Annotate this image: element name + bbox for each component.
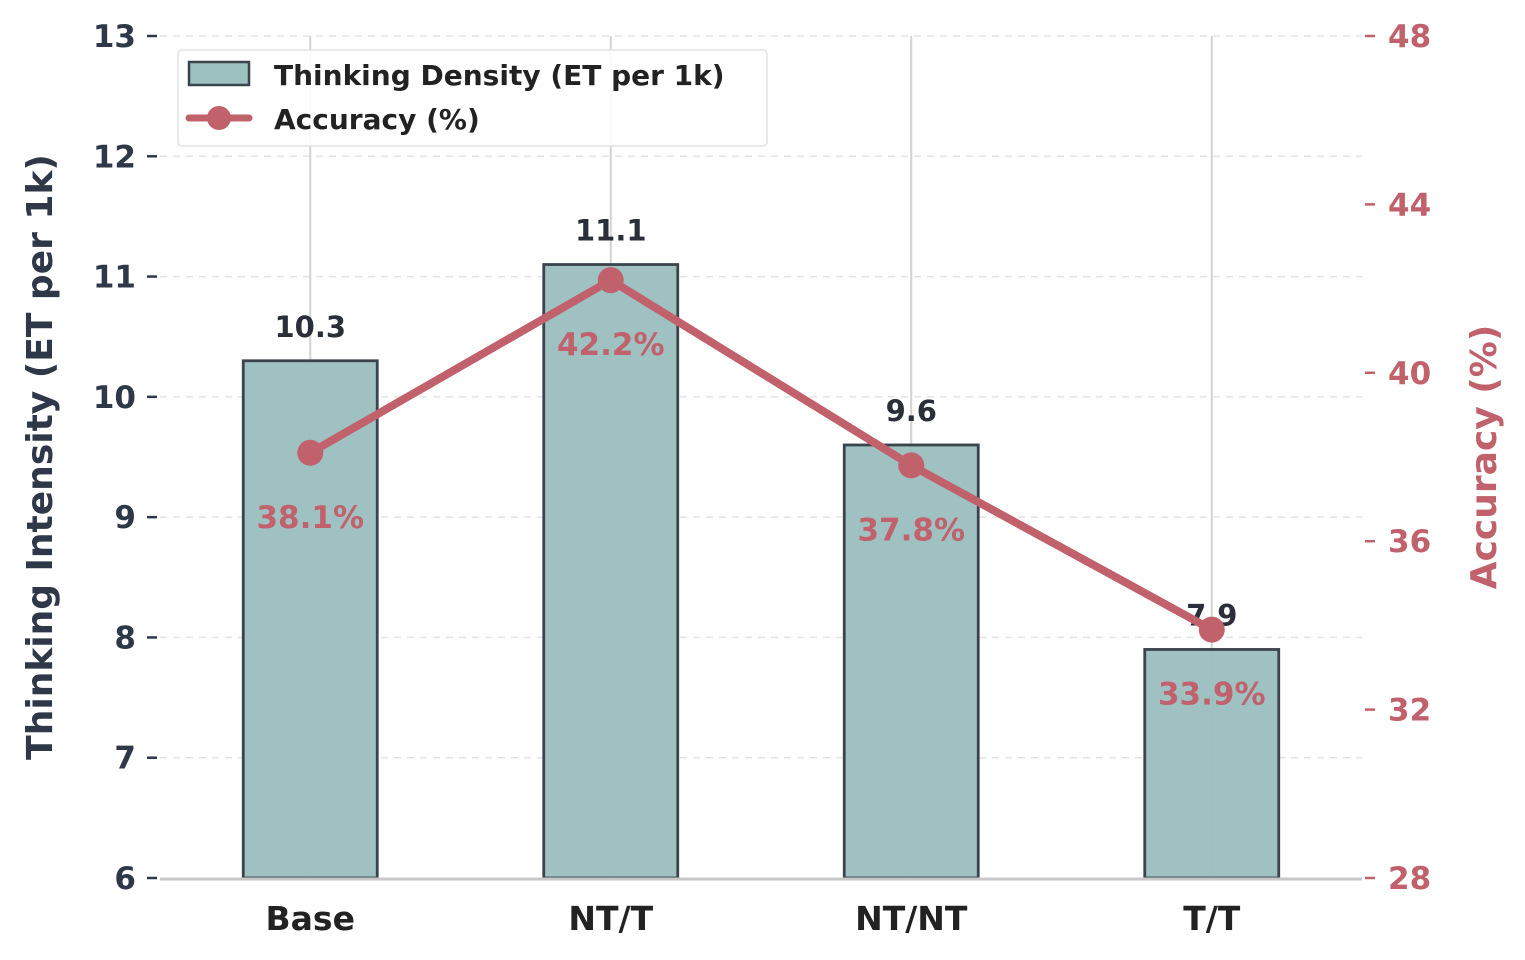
accuracy-point bbox=[1198, 616, 1225, 643]
accuracy-value-label: 33.9% bbox=[1158, 677, 1266, 713]
y-tick-label-left: 12 bbox=[93, 139, 136, 175]
bar-value-label: 9.6 bbox=[886, 394, 937, 428]
accuracy-value-label: 42.2% bbox=[557, 327, 665, 363]
x-tick-label: NT/NT bbox=[855, 899, 968, 938]
y-tick-label-left: 6 bbox=[114, 861, 136, 897]
bar-value-label: 10.3 bbox=[274, 310, 346, 344]
data-labels: 10.311.19.67.938.1%42.2%37.8%33.9% bbox=[256, 214, 1265, 713]
legend-box bbox=[177, 49, 768, 147]
bar-nt-t bbox=[542, 263, 680, 880]
y-axis-title-left: Thinking Intensity (ET per 1k) bbox=[20, 154, 61, 760]
bars bbox=[241, 263, 1281, 880]
y-tick-label-right: 48 bbox=[1388, 19, 1431, 55]
accuracy-point bbox=[597, 267, 624, 294]
legend: Thinking Density (ET per 1k) Accuracy (%… bbox=[177, 49, 768, 147]
accuracy-point bbox=[898, 452, 925, 479]
y-tick-label-left: 13 bbox=[93, 19, 136, 55]
y-tick-label-right: 32 bbox=[1388, 693, 1431, 729]
x-tick-label: T/T bbox=[1183, 899, 1241, 938]
y-tick-label-left: 10 bbox=[93, 380, 136, 416]
bar-base bbox=[241, 359, 379, 880]
legend-label-thinking-density: Thinking Density (ET per 1k) bbox=[274, 59, 725, 92]
y-tick-label-right: 36 bbox=[1388, 524, 1431, 560]
y-tick-label-left: 11 bbox=[93, 260, 136, 296]
y-tick-label-left: 7 bbox=[114, 741, 136, 777]
accuracy-value-label: 37.8% bbox=[857, 512, 965, 548]
accuracy-value-label: 38.1% bbox=[256, 500, 364, 536]
axes: 6 7 8 9 10 11 12 13 28 32 36 40 44 48 Base NT/T NT/NT T/T bbox=[93, 19, 1431, 938]
y-tick-label-left: 9 bbox=[114, 500, 136, 536]
x-tick-label: Base bbox=[266, 899, 355, 938]
bar-value-label: 11.1 bbox=[575, 214, 647, 248]
x-tick-label: NT/T bbox=[568, 899, 653, 938]
y-tick-label-left: 8 bbox=[114, 620, 136, 656]
accuracy-series-line bbox=[306, 276, 1216, 634]
y-tick-label-right: 44 bbox=[1388, 187, 1431, 223]
accuracy-line bbox=[297, 267, 1225, 643]
accuracy-point bbox=[297, 439, 324, 466]
bar-nt-nt bbox=[842, 443, 980, 880]
bar-t-t bbox=[1143, 648, 1281, 880]
legend-marker-swatch bbox=[207, 106, 231, 130]
y-axis-title-right: Accuracy (%) bbox=[1464, 325, 1505, 590]
y-tick-label-right: 40 bbox=[1388, 356, 1431, 392]
legend-bar-swatch bbox=[187, 60, 251, 87]
y-tick-label-right: 28 bbox=[1388, 861, 1431, 897]
legend-label-accuracy: Accuracy (%) bbox=[274, 103, 480, 136]
